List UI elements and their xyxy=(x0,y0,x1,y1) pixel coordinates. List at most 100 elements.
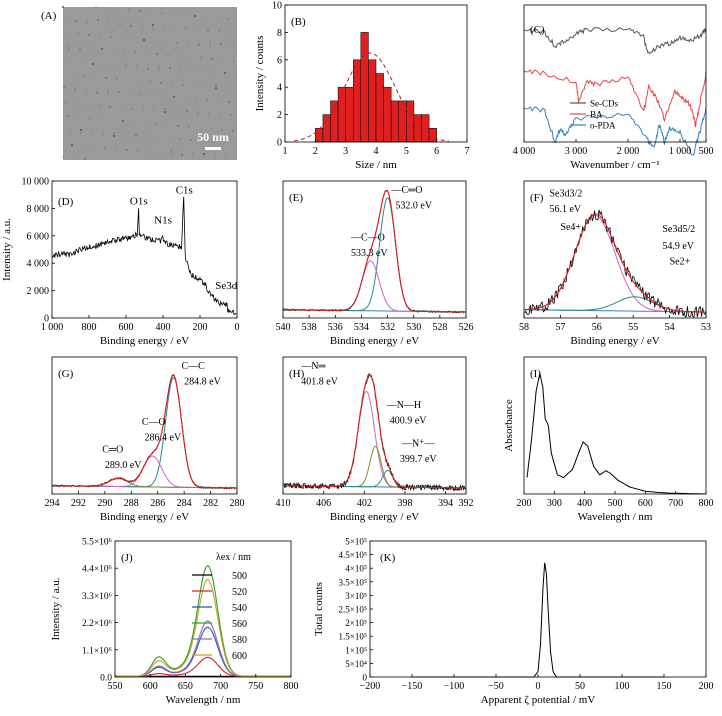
nanoparticle xyxy=(217,100,219,102)
nanoparticle xyxy=(231,47,233,49)
x-tick-label: 410 xyxy=(276,498,291,509)
nanoparticle xyxy=(86,21,88,23)
annotation: —C—O xyxy=(350,233,385,244)
nanoparticle xyxy=(93,146,95,148)
x-axis-label: Binding energy / eV xyxy=(570,335,659,347)
nanoparticle xyxy=(70,61,72,63)
panel-b-label: (B) xyxy=(291,16,306,28)
x-tick-label: 286 xyxy=(150,498,165,509)
nanoparticle xyxy=(80,132,82,134)
nanoparticle xyxy=(128,9,130,11)
y-tick-label: 4 xyxy=(277,83,282,94)
y-tick-label: 1×10⁵ xyxy=(345,645,367,655)
nanoparticle xyxy=(180,153,184,157)
x-tick-label: 294 xyxy=(45,498,60,509)
nanoparticle xyxy=(144,122,146,124)
histogram-bar xyxy=(360,32,369,143)
nanoparticle xyxy=(164,108,166,110)
x-tick-label: 536 xyxy=(328,322,343,333)
legend-label: 540 xyxy=(232,603,247,614)
x-tick-label: 750 xyxy=(248,681,263,692)
annotation: 286.4 eV xyxy=(145,432,182,443)
x-tick-label: 150 xyxy=(657,681,672,692)
nanoparticle xyxy=(125,66,127,68)
nanoparticle xyxy=(83,157,87,161)
nanoparticle xyxy=(210,57,214,61)
x-tick-label: 800 xyxy=(284,681,299,692)
nanoparticle xyxy=(138,9,142,13)
x-axis-label: Wavelength / nm xyxy=(578,511,653,523)
nanoparticle xyxy=(107,93,109,95)
annotation: C—C xyxy=(182,361,206,372)
pl-line-540 xyxy=(115,626,291,677)
annotation: 289.0 eV xyxy=(105,460,142,471)
nanoparticle xyxy=(96,18,100,22)
legend-label: 580 xyxy=(232,635,247,646)
nanoparticle xyxy=(203,156,205,158)
fit-peak xyxy=(52,455,237,489)
ftir-line-se-cds xyxy=(523,27,707,55)
y-tick-label: 5×10⁴ xyxy=(345,659,367,669)
x-tick-label: 1 000 xyxy=(41,322,64,333)
nanoparticle xyxy=(192,155,194,157)
nanoparticle xyxy=(212,141,214,143)
nanoparticle xyxy=(81,62,83,64)
nanoparticle xyxy=(131,108,133,110)
nanoparticle xyxy=(137,150,139,152)
histogram-bar xyxy=(322,114,331,143)
nanoparticle xyxy=(114,65,116,67)
annotation: 533.3 eV xyxy=(351,248,388,259)
nanoparticle xyxy=(94,76,96,78)
annotation: N1s xyxy=(154,214,172,226)
x-tick-label: 4 xyxy=(374,146,379,157)
nanoparticle xyxy=(197,114,199,116)
nanoparticle xyxy=(206,99,208,101)
nanoparticle xyxy=(199,127,201,129)
x-axis-label: Size / nm xyxy=(355,159,397,171)
panel-f-frame xyxy=(523,180,707,319)
nanoparticle xyxy=(108,20,110,22)
x-axis-label: Wavenumber / cm⁻¹ xyxy=(570,159,659,171)
nanoparticle xyxy=(227,100,231,104)
panel-g-label: (G) xyxy=(58,368,74,380)
nanoparticle xyxy=(210,128,212,130)
annotation: C═O xyxy=(102,444,123,455)
nanoparticle xyxy=(98,105,100,107)
y-tick-label: 0 xyxy=(277,138,282,149)
nanoparticle xyxy=(185,109,189,113)
nanoparticle xyxy=(167,54,169,56)
nanoparticle xyxy=(204,86,206,88)
panel-i-label: (I) xyxy=(530,368,541,380)
histogram-bar xyxy=(406,100,415,143)
x-axis-label: Wavelength / nm xyxy=(166,694,241,706)
x-tick-label: 538 xyxy=(302,322,317,333)
nanoparticle xyxy=(134,51,136,53)
panel-e-frame xyxy=(282,180,467,319)
x-tick-label: 534 xyxy=(354,322,369,333)
legend-title: λex / nm xyxy=(216,552,251,563)
nanoparticle xyxy=(219,42,223,46)
nanoparticle xyxy=(112,49,114,51)
y-tick-label: 0 xyxy=(44,314,49,325)
nanoparticle xyxy=(129,92,131,94)
nanoparticle xyxy=(117,90,121,94)
nanoparticle xyxy=(197,111,199,113)
x-tick-label: 50 xyxy=(575,681,585,692)
x-tick-label: 280 xyxy=(230,498,245,509)
nanoparticle xyxy=(214,86,218,90)
nanoparticle xyxy=(66,32,68,34)
nanoparticle xyxy=(64,19,66,21)
x-tick-label: 398 xyxy=(398,498,413,509)
x-tick-label: 100 xyxy=(615,681,630,692)
histogram-bar xyxy=(428,128,437,143)
nanoparticle xyxy=(155,52,159,56)
nanoparticle xyxy=(108,23,110,25)
nanoparticle xyxy=(181,151,183,153)
fit-peak xyxy=(283,445,466,489)
nanoparticle xyxy=(135,137,137,139)
nanoparticle xyxy=(201,140,203,142)
nanoparticle xyxy=(106,7,108,9)
y-tick-label: 4×10⁵ xyxy=(345,564,367,574)
y-axis-label: Absorbance xyxy=(503,399,515,452)
nanoparticle xyxy=(166,124,168,126)
